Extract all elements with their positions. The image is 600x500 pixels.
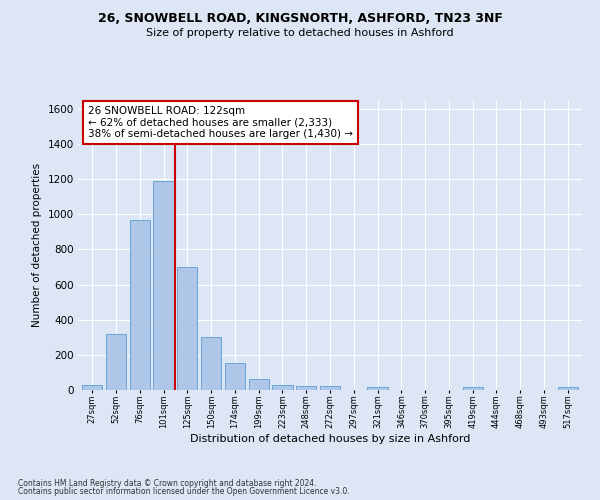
Bar [272, 384, 293, 390]
Text: 26, SNOWBELL ROAD, KINGSNORTH, ASHFORD, TN23 3NF: 26, SNOWBELL ROAD, KINGSNORTH, ASHFORD, … [98, 12, 502, 26]
Text: Contains public sector information licensed under the Open Government Licence v3: Contains public sector information licen… [18, 487, 350, 496]
Bar [201, 338, 221, 390]
Bar [106, 334, 126, 390]
Bar [248, 378, 269, 390]
Bar [177, 267, 197, 390]
Text: Contains HM Land Registry data © Crown copyright and database right 2024.: Contains HM Land Registry data © Crown c… [18, 478, 317, 488]
Bar [154, 181, 173, 390]
Text: Size of property relative to detached houses in Ashford: Size of property relative to detached ho… [146, 28, 454, 38]
Bar [130, 220, 150, 390]
X-axis label: Distribution of detached houses by size in Ashford: Distribution of detached houses by size … [190, 434, 470, 444]
Bar [367, 388, 388, 390]
Bar [225, 363, 245, 390]
Bar [320, 386, 340, 390]
Bar [463, 388, 483, 390]
Bar [557, 388, 578, 390]
Bar [296, 386, 316, 390]
Bar [82, 384, 103, 390]
Text: 26 SNOWBELL ROAD: 122sqm
← 62% of detached houses are smaller (2,333)
38% of sem: 26 SNOWBELL ROAD: 122sqm ← 62% of detach… [88, 106, 353, 139]
Y-axis label: Number of detached properties: Number of detached properties [32, 163, 42, 327]
